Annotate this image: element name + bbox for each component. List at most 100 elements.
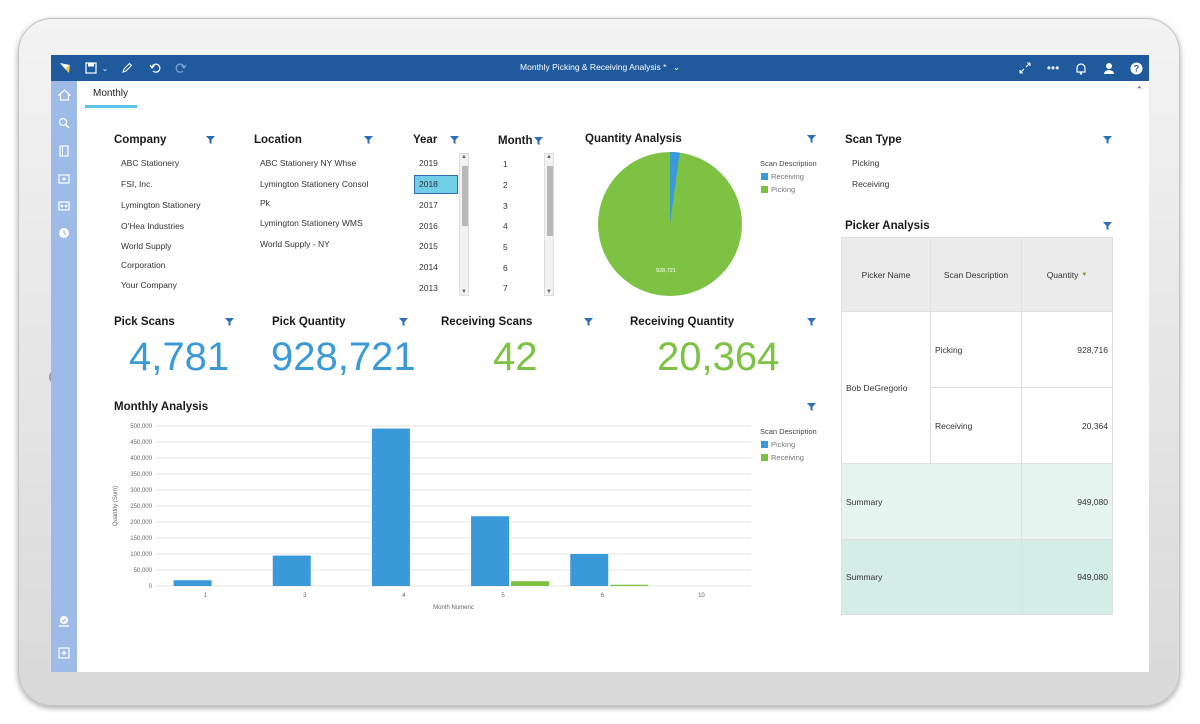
year-scrollbar[interactable]: ▲ ▼ [459,153,469,296]
bar-picking-6[interactable] [570,554,609,586]
pie-center-label: 928,721 [656,268,676,274]
bar-picking-5[interactable] [471,516,510,586]
scroll-down-icon[interactable]: ▼ [461,289,467,295]
collapse-chevron-up-icon[interactable]: ⌃ [1135,85,1143,95]
scroll-up-icon[interactable]: ▲ [461,154,467,160]
team-content-icon[interactable] [56,171,72,187]
redo-icon[interactable] [173,60,189,76]
scroll-up-icon[interactable]: ▲ [546,154,552,160]
pie-slice-receiving[interactable] [670,152,680,224]
legend-item[interactable]: Picking [771,185,796,194]
y-tick-label: 200,000 [130,520,152,526]
kpi-filter-icon[interactable] [807,318,816,326]
user-profile-icon[interactable] [1101,60,1117,76]
table-summary-label: Summary [841,540,1022,615]
list-item[interactable]: Lymington Stationery Consol [260,179,369,189]
list-item[interactable]: Picking [852,158,880,168]
home-icon[interactable] [56,87,72,103]
list-item[interactable]: 3 [503,201,508,211]
sort-descending-icon[interactable]: ▼ [1081,271,1088,278]
recent-clock-icon[interactable] [56,225,72,241]
quantity-analysis-filter-icon[interactable] [807,135,816,143]
list-item[interactable]: Lymington Stationery [121,200,201,210]
scroll-thumb[interactable] [462,166,468,226]
help-icon[interactable]: ? [1128,60,1144,76]
list-item[interactable]: ABC Stationery NY Whse [260,158,357,168]
kpi-filter-icon[interactable] [399,318,408,326]
list-item[interactable]: 2019 [419,158,438,168]
bar-picking-1[interactable] [173,580,212,586]
scan-type-filter-icon[interactable] [1103,136,1112,144]
list-item[interactable]: 2018 [419,179,438,189]
location-filter-icon[interactable] [364,136,373,144]
app-screen: ⌄ Monthly Picking & Receiving Analysis *… [51,55,1149,672]
list-item[interactable]: Pk [260,198,270,208]
scan-type-title: Scan Type [845,134,902,146]
y-tick-label: 300,000 [130,488,152,494]
legend-item[interactable]: Receiving [771,453,804,462]
more-options-icon[interactable]: ••• [1046,61,1060,75]
undo-icon[interactable] [147,60,163,76]
quantity-pie-chart[interactable]: 928,721 [596,150,744,298]
picker-analysis-title: Picker Analysis [845,220,930,232]
chevron-down-icon[interactable]: ⌄ [672,62,680,72]
list-item[interactable]: ABC Stationery [121,158,180,168]
x-tick-label: 4 [402,593,406,599]
list-item[interactable]: 2013 [419,283,438,293]
bar-picking-3[interactable] [272,555,311,586]
list-item[interactable]: World Supply - NY [260,239,330,249]
month-filter-icon[interactable] [534,137,543,145]
notification-bell-icon[interactable] [1073,60,1089,76]
selected-year-highlight[interactable] [414,175,458,194]
list-item[interactable]: Receiving [852,179,890,189]
list-item[interactable]: 2015 [419,241,438,251]
edit-pencil-icon[interactable] [119,60,135,76]
list-item[interactable]: 5 [503,242,508,252]
save-dropdown-icon[interactable]: ⌄ [101,63,109,73]
list-item[interactable]: World Supply [121,241,172,251]
new-icon[interactable] [56,645,72,661]
table-header-quantity[interactable]: Quantity ▼ [1022,237,1113,312]
monthly-analysis-filter-icon[interactable] [807,403,816,411]
save-icon[interactable] [83,60,99,76]
expand-icon[interactable] [1017,60,1033,76]
monthly-bar-chart[interactable]: 500,000450,000400,000350,000300,000250,0… [106,415,756,615]
kpi-filter-icon[interactable] [584,318,593,326]
list-item[interactable]: 2017 [419,200,438,210]
table-header-scan-description[interactable]: Scan Description [931,237,1022,312]
legend-item[interactable]: Picking [771,440,796,449]
list-item[interactable]: 2014 [419,262,438,272]
list-item[interactable]: 6 [503,263,508,273]
list-item[interactable]: 1 [503,159,508,169]
list-item[interactable]: 2016 [419,221,438,231]
kpi-filter-icon[interactable] [225,318,234,326]
list-item[interactable]: Lymington Stationery WMS [260,218,363,228]
list-item[interactable]: 7 [503,283,508,293]
bar-picking-4[interactable] [371,428,410,586]
list-item[interactable]: 4 [503,221,508,231]
table-header-picker-name[interactable]: Picker Name [841,237,931,312]
tab-monthly[interactable]: Monthly [93,88,129,99]
manage-icon[interactable] [56,613,72,629]
list-item[interactable]: FSI, Inc. [121,179,153,189]
bar-receiving-5[interactable] [511,581,550,586]
scroll-down-icon[interactable]: ▼ [546,289,552,295]
y-tick-label: 50,000 [134,568,153,574]
company-filter-icon[interactable] [206,136,215,144]
y-tick-label: 100,000 [130,552,152,558]
year-filter-icon[interactable] [450,136,459,144]
picker-analysis-filter-icon[interactable] [1103,222,1112,230]
dashboard-title[interactable]: Monthly Picking & Receiving Analysis * ⌄ [51,62,1149,73]
month-scrollbar[interactable]: ▲ ▼ [544,153,554,296]
scroll-thumb[interactable] [547,166,553,236]
legend-item[interactable]: Receiving [771,172,804,181]
list-item[interactable]: O'Hea Industries [121,221,185,231]
bar-receiving-6[interactable] [610,584,649,586]
list-item[interactable]: Your Company [121,280,177,290]
shared-content-icon[interactable] [56,198,72,214]
content-icon[interactable] [56,143,72,159]
app-logo-icon[interactable] [57,60,73,76]
list-item[interactable]: Corporation [121,260,166,270]
list-item[interactable]: 2 [503,180,508,190]
search-icon[interactable] [56,115,72,131]
